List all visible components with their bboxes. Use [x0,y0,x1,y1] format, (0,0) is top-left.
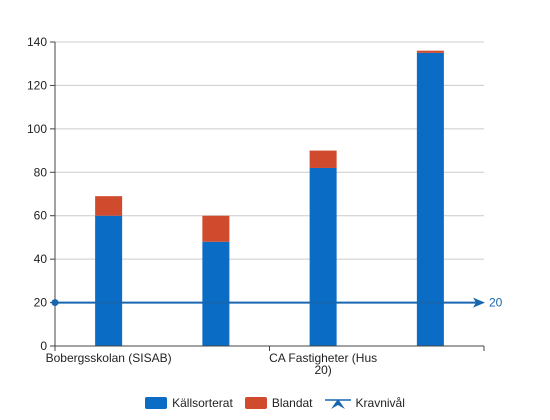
legend: Källsorterat Blandat Kravnivål [0,396,550,410]
y-tick-label: 100 [27,122,47,136]
legend-swatch-kallsorterat [145,397,168,409]
x-tick-label: Bobergsskolan (SISAB) [46,351,172,365]
y-tick-label: 120 [27,78,47,92]
chart-svg: 0 20 40 60 80 100 120 140 Bobergsskolan (SISAB) C… [27,35,503,377]
y-tick-label: 80 [34,165,48,179]
legend-item-blandat: Blandat [244,396,313,410]
bars [95,50,444,346]
y-tick-label: 20 [34,296,48,310]
bar-blandat-0 [95,196,123,216]
y-tick-label: 40 [34,252,48,266]
y-tick-label: 0 [40,339,47,353]
legend-item-kravniva: Kravnivål [324,396,405,410]
legend-swatch-blandat [244,397,267,409]
bar-kallsorterat-0 [95,215,123,346]
reference-line-label: 20 [489,296,503,310]
bar-blandat-3 [416,50,444,53]
y-tick-label: 60 [34,209,48,223]
bar-kallsorterat-3 [416,52,444,346]
axes: 0 20 40 60 80 100 120 140 Bobergsskolan (SISAB) C… [27,35,485,377]
legend-label-kravniva: Kravnivål [355,396,405,410]
legend-label-kallsorterat: Källsorterat [172,396,233,410]
reference-line-start-marker [51,299,59,307]
legend-item-kallsorterat: Källsorterat [145,396,233,410]
x-tick-label: CA Fastigheter (Hus 20) [269,351,377,377]
bar-kallsorterat-1 [202,241,230,346]
y-tick-label: 140 [27,35,47,49]
legend-label-blandat: Blandat [271,396,313,410]
bar-blandat-2 [309,150,337,168]
reference-line-group: 20 [51,296,503,310]
bar-blandat-1 [202,215,230,242]
gridlines [55,41,484,304]
reference-line-arrow [473,297,485,308]
bar-kallsorterat-2 [309,167,337,346]
legend-line-icon [324,399,351,409]
